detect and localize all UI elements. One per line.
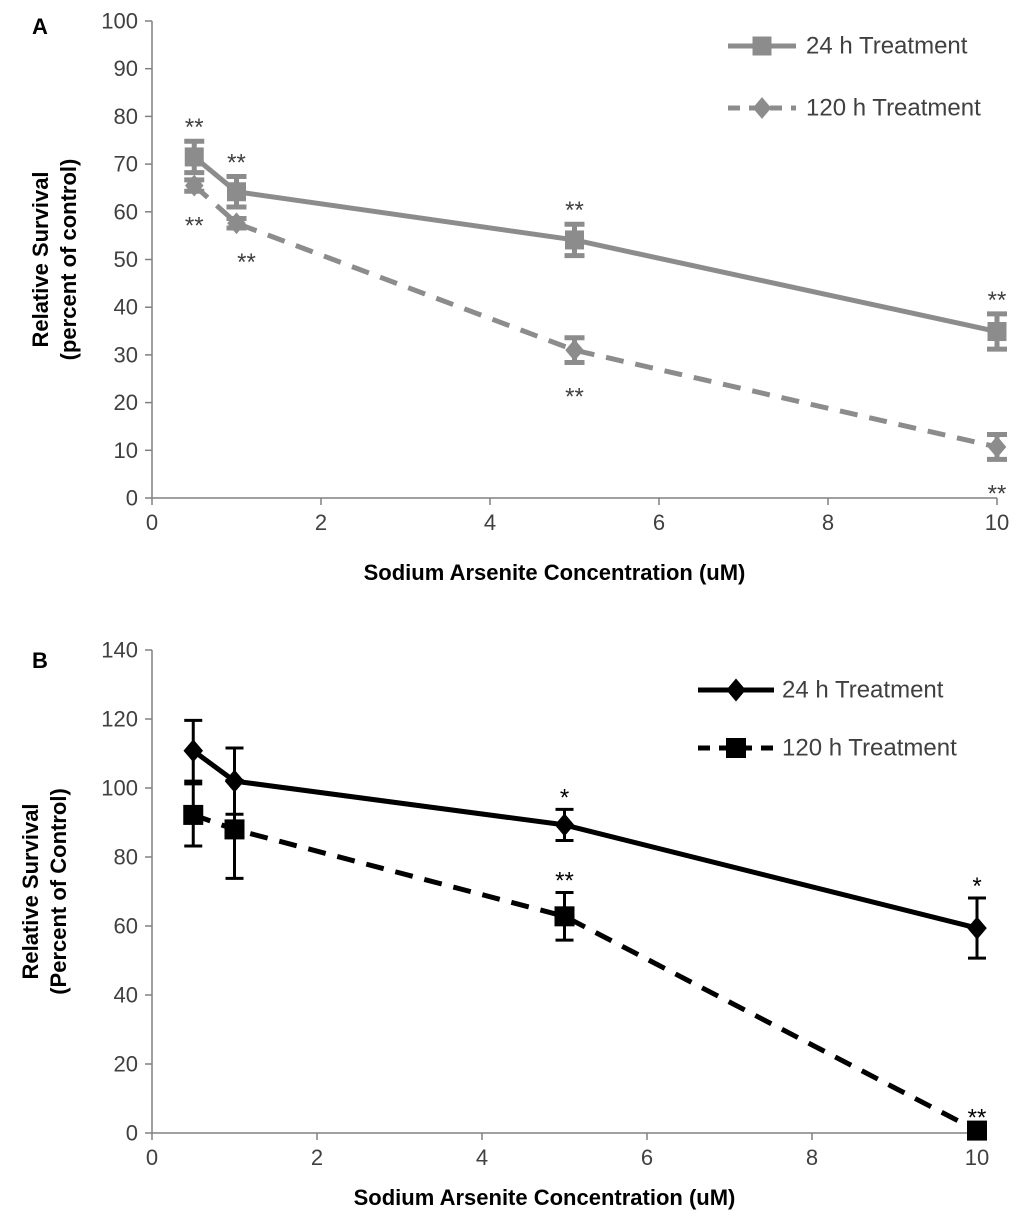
y-tick-label: 20 — [114, 390, 138, 415]
y-tick-label: 140 — [101, 638, 138, 663]
significance-annotation: ** — [988, 480, 1007, 507]
y-axis-title-line2: (percent of control) — [56, 159, 81, 361]
legend-entry: 120 h Treatment — [728, 95, 981, 122]
significance-annotation: ** — [237, 249, 256, 276]
significance-annotation: * — [560, 784, 569, 811]
legend-label: 120 h Treatment — [806, 95, 981, 122]
series-line — [192, 812, 979, 1133]
x-tick-label: 6 — [653, 510, 665, 535]
y-axis-title-line2: (Percent of Control) — [46, 788, 71, 995]
series-line — [191, 748, 978, 931]
data-point-marker — [184, 147, 204, 167]
legend-marker — [752, 36, 772, 56]
y-tick-label: 20 — [114, 1052, 138, 1077]
y-tick-label: 60 — [114, 199, 138, 224]
series-dashed: ** ** ** ** — [184, 174, 1007, 507]
significance-annotation: ** — [555, 868, 574, 895]
data-point-marker — [227, 212, 246, 235]
panel-a: A 0 10 20 30 40 50 60 70 80 90 100 0 2 4 6 8 10 Sodium Ars… — [28, 9, 1009, 586]
panel-label: A — [32, 14, 48, 39]
significance-annotation: ** — [185, 114, 204, 141]
panel-b: B 0 20 40 60 80 100 120 140 0 2 4 6 8 10 Sodium Arsenit… — [18, 638, 989, 1211]
series-solid: ** ** ** ** — [184, 114, 1007, 352]
x-tick-label: 4 — [476, 1145, 488, 1170]
legend-marker — [752, 97, 772, 119]
x-tick-label: 10 — [985, 510, 1009, 535]
y-tick-label: 70 — [114, 152, 138, 177]
significance-annotation: ** — [565, 384, 584, 411]
series-solid: ** — [183, 718, 987, 960]
x-axis-title: Sodium Arsenite Concentration (uM) — [354, 1185, 736, 1210]
y-axis-title: Relative Survival (Percent of Control) — [18, 788, 71, 995]
y-tick-label: 0 — [126, 486, 138, 511]
y-tick-label: 30 — [114, 342, 138, 367]
legend-entry: 24 h Treatment — [698, 677, 944, 704]
x-tick-label: 4 — [484, 510, 496, 535]
significance-annotation: ** — [227, 150, 246, 177]
legend-label: 120 h Treatment — [782, 735, 957, 762]
panel-label: B — [32, 648, 48, 673]
legend-entry: 24 h Treatment — [728, 33, 968, 60]
data-point-marker — [183, 739, 204, 763]
significance-annotation: * — [972, 873, 981, 900]
legend-entry: 120 h Treatment — [698, 735, 957, 762]
y-tick-label: 10 — [114, 438, 138, 463]
x-tick-label: 10 — [965, 1145, 989, 1170]
significance-annotation: ** — [185, 212, 204, 239]
data-point-marker — [987, 436, 1007, 458]
y-tick-label: 50 — [114, 247, 138, 272]
x-tick-label: 0 — [146, 1145, 158, 1170]
x-tick-label: 2 — [311, 1145, 323, 1170]
x-tick-label: 2 — [315, 510, 327, 535]
x-tick-label: 8 — [806, 1145, 818, 1170]
data-point-marker — [554, 813, 575, 837]
legend-marker — [726, 678, 746, 702]
y-tick-label: 90 — [114, 56, 138, 81]
data-point-marker — [967, 1120, 987, 1141]
series-line — [192, 155, 998, 334]
y-tick-label: 80 — [114, 104, 138, 129]
data-point-marker — [183, 804, 204, 825]
data-point-marker — [967, 916, 987, 940]
legend-label: 24 h Treatment — [782, 677, 944, 704]
y-tick-label: 60 — [114, 914, 138, 939]
legend-marker — [726, 738, 746, 758]
y-tick-label: 0 — [126, 1121, 138, 1146]
legend-label: 24 h Treatment — [806, 33, 968, 60]
y-axis-title: Relative Survival (percent of control) — [28, 159, 81, 361]
data-point-marker — [224, 819, 245, 840]
series-line — [192, 183, 998, 450]
y-tick-label: 80 — [114, 845, 138, 870]
data-point-marker — [565, 339, 584, 362]
data-point-marker — [565, 230, 584, 250]
x-tick-label: 8 — [822, 510, 834, 535]
data-point-marker — [554, 906, 575, 927]
data-point-marker — [227, 182, 246, 202]
x-axis-title: Sodium Arsenite Concentration (uM) — [364, 560, 746, 585]
x-tick-label: 0 — [146, 510, 158, 535]
significance-annotation: ** — [988, 287, 1007, 314]
y-tick-label: 100 — [101, 776, 138, 801]
y-axis-title-line1: Relative Survival — [28, 171, 53, 347]
series-dashed: **** — [183, 778, 987, 1141]
data-point-marker — [987, 322, 1007, 342]
data-point-marker — [184, 174, 204, 197]
y-tick-label: 120 — [101, 707, 138, 732]
y-tick-label: 40 — [114, 983, 138, 1008]
y-tick-label: 40 — [114, 295, 138, 320]
y-axis-title-line1: Relative Survival — [18, 803, 43, 979]
significance-annotation: ** — [968, 1105, 987, 1132]
x-tick-label: 6 — [641, 1145, 653, 1170]
y-tick-label: 100 — [101, 9, 138, 34]
significance-annotation: ** — [565, 197, 584, 224]
